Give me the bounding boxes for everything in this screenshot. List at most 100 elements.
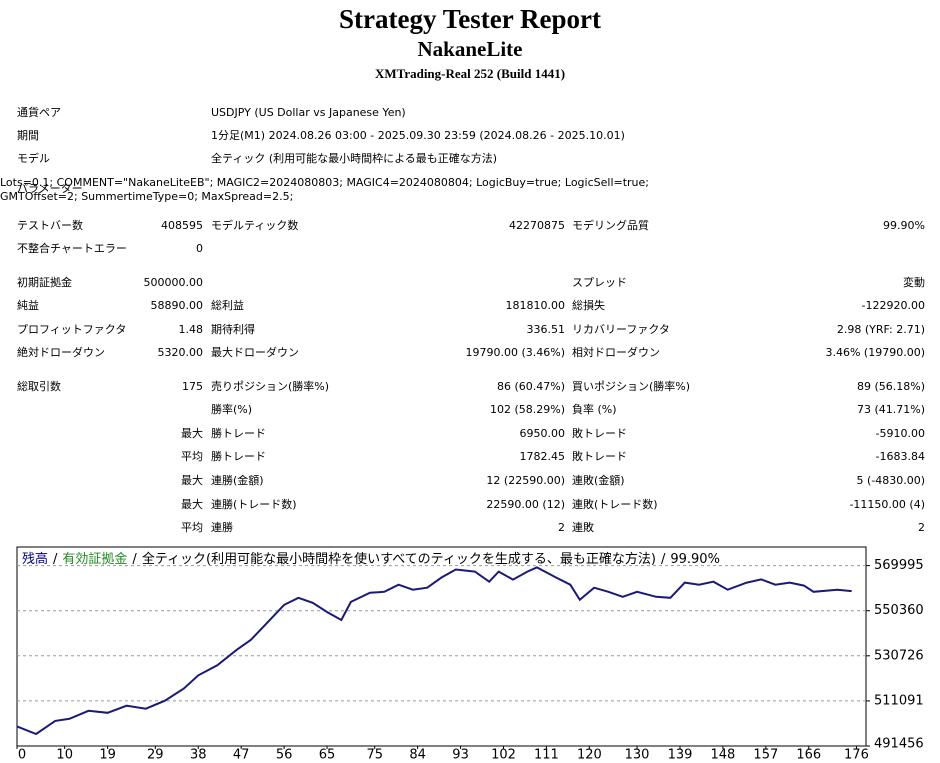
- plot-frame: [16, 546, 867, 747]
- stat-label: 総損失: [572, 299, 605, 312]
- stat-label: 連勝: [211, 521, 233, 534]
- x-tick-label: 139: [668, 748, 693, 763]
- stat-value: 2: [918, 521, 925, 534]
- stat-label: モデルティック数: [211, 219, 299, 232]
- stat-value: 0: [196, 242, 203, 255]
- stat-label: 連敗(金額): [572, 474, 625, 487]
- stat-value: 500000.00: [143, 276, 204, 289]
- stat-value: 19790.00 (3.46%): [465, 346, 565, 359]
- stat-label: 絶対ドローダウン: [17, 346, 105, 359]
- stat-label: 敗トレード: [572, 427, 627, 440]
- x-tick-label: 84: [409, 748, 426, 763]
- x-tick-label: 130: [625, 748, 650, 763]
- x-tick-label: 47: [233, 748, 250, 763]
- stat-value: 99.90%: [883, 219, 925, 232]
- stat-value: 42270875: [509, 219, 565, 232]
- stat-label: リカバリーファクタ: [572, 323, 670, 336]
- stat-value: 平均: [181, 450, 203, 463]
- stat-label: 相対ドローダウン: [572, 346, 660, 359]
- stat-label: 初期証拠金: [17, 276, 72, 289]
- balance-line: [16, 566, 852, 736]
- stat-label: 総取引数: [17, 380, 61, 393]
- legend-separator: /: [132, 552, 137, 567]
- stat-label: 勝率(%): [211, 403, 253, 416]
- info-label: パラメーター: [17, 182, 83, 195]
- stat-label: 純益: [17, 299, 39, 312]
- stat-value: 175: [182, 380, 203, 393]
- legend-separator: /: [53, 552, 58, 567]
- stat-value: 336.51: [526, 323, 566, 336]
- x-tick-label: 65: [319, 748, 336, 763]
- legend-subtitle: 全ティック(利用可能な最小時間枠を使いすべてのティックを生成する、最も正確な方法…: [142, 551, 656, 567]
- x-tick-label: 102: [491, 748, 516, 763]
- report-build: XMTrading-Real 252 (Build 1441): [374, 66, 566, 81]
- x-tick-label: 157: [753, 748, 778, 763]
- stat-label: 総利益: [211, 299, 244, 312]
- stat-label: 連勝(トレード数): [211, 498, 297, 511]
- stat-label: 最大ドローダウン: [211, 346, 299, 359]
- stat-label: 勝トレード: [211, 450, 266, 463]
- stat-value: 変動: [903, 276, 925, 289]
- info-value: 1分足(M1) 2024.08.26 03:00 - 2025.09.30 23…: [211, 129, 625, 142]
- stat-value: 5 (-4830.00): [856, 474, 925, 487]
- info-value: 全ティック (利用可能な最小時間枠による最も正確な方法): [211, 152, 498, 165]
- x-tick-label: 19: [99, 748, 116, 763]
- stat-value: 408595: [161, 219, 203, 232]
- info-label: モデル: [17, 152, 50, 165]
- report-subtitle: NakaneLite: [417, 37, 523, 61]
- stat-value: 最大: [181, 474, 203, 487]
- y-tick-label: 530726: [874, 648, 924, 663]
- stat-value: 平均: [181, 521, 203, 534]
- legend-entry: 有効証拠金: [62, 551, 127, 567]
- stat-value: 2.98 (YRF: 2.71): [836, 323, 925, 336]
- legend-quality: 99.90%: [670, 552, 720, 567]
- stat-label: 連敗(トレード数): [572, 498, 658, 511]
- stat-label: 連敗: [572, 521, 594, 534]
- y-tick-label: 511091: [874, 693, 924, 708]
- stat-label: 負率 (%): [572, 403, 617, 416]
- stat-value: 3.46% (19790.00): [825, 346, 925, 359]
- y-tick-label: 550360: [874, 603, 924, 618]
- info-value: Lots=0.1; COMMENT="NakaneLiteEB"; MAGIC2…: [0, 176, 649, 203]
- x-tick-label: 93: [452, 748, 469, 763]
- x-tick-label: 10: [56, 748, 73, 763]
- info-label: 期間: [17, 129, 39, 142]
- stat-value: 1.48: [178, 323, 204, 336]
- stat-value: 22590.00 (12): [486, 498, 565, 511]
- x-tick-label: 0: [18, 748, 26, 763]
- stat-value: 1782.45: [519, 450, 566, 463]
- x-tick-label: 38: [190, 748, 207, 763]
- report-title: Strategy Tester Report: [339, 4, 601, 34]
- stat-value: 最大: [181, 498, 203, 511]
- stat-label: 連勝(金額): [211, 474, 264, 487]
- stat-label: モデリング品質: [572, 219, 649, 232]
- stat-value: 12 (22590.00): [486, 474, 565, 487]
- stat-label: 買いポジション(勝率%): [572, 380, 691, 393]
- stat-label: 勝トレード: [211, 427, 266, 440]
- stat-value: -1683.84: [875, 450, 925, 463]
- x-tick-label: 120: [577, 748, 602, 763]
- x-tick-label: 148: [710, 748, 735, 763]
- stat-label: プロフィットファクタ: [17, 323, 127, 336]
- stat-value: 89 (56.18%): [856, 380, 925, 393]
- stat-label: テストバー数: [17, 219, 83, 232]
- stat-value: -5910.00: [875, 427, 925, 440]
- stat-label: 期待利得: [211, 323, 255, 336]
- stat-value: 最大: [181, 427, 203, 440]
- stat-value: 102 (58.29%): [489, 403, 565, 416]
- y-tick-label: 491456: [874, 737, 924, 752]
- stat-value: 5320.00: [157, 346, 204, 359]
- x-tick-label: 56: [276, 748, 293, 763]
- stat-value: -122920.00: [861, 299, 925, 312]
- legend-separator: /: [661, 552, 666, 567]
- info-label: 通貨ペア: [17, 106, 61, 119]
- x-tick-label: 176: [844, 748, 869, 763]
- stat-value: 2: [558, 521, 565, 534]
- y-tick-label: 569995: [874, 558, 924, 573]
- legend: 残高 / 有効証拠金 / 全ティック(利用可能な最小時間枠を使いすべてのティックを生成す…: [22, 551, 720, 567]
- stat-value: 6950.00: [519, 427, 566, 440]
- x-tick-label: 166: [796, 748, 821, 763]
- stat-label: 売りポジション(勝率%): [211, 380, 330, 393]
